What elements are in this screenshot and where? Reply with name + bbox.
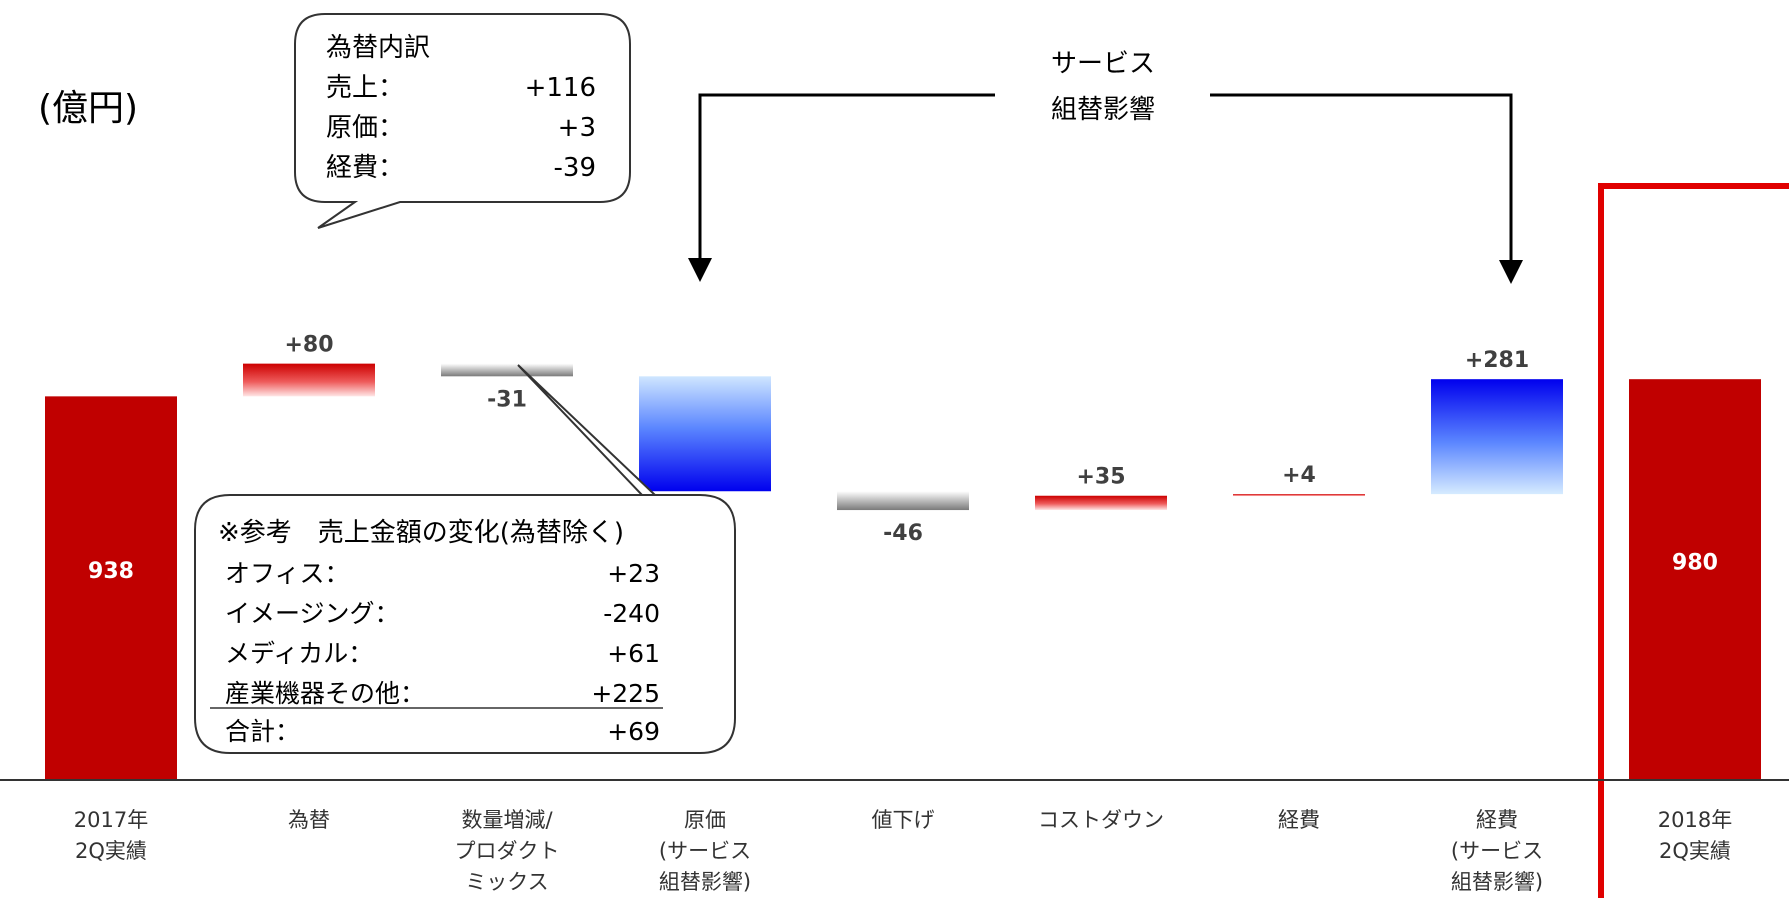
fx-row-value-2: -39	[554, 153, 596, 183]
category-label-0-1: 2Q実績	[75, 839, 147, 863]
bar-2	[441, 363, 573, 377]
bar-7	[1431, 379, 1563, 495]
category-label-3-1: (サービス	[659, 839, 751, 863]
value-label-4: -46	[883, 521, 923, 546]
category-label-7-1: (サービス	[1451, 839, 1543, 863]
category-label-8-1: 2Q実績	[1659, 839, 1731, 863]
category-label-6-0: 経費	[1278, 808, 1320, 832]
unit-label: (億円)	[38, 88, 138, 129]
fx-callout-title: 為替内訳	[326, 33, 430, 63]
fx-row-label-1: 原価：	[326, 113, 404, 143]
highlight-frame	[1598, 183, 1789, 898]
sales-callout-rows: オフィス： +23 イメージング： -240 メディカル： +61 産業機器その他： +225	[225, 559, 660, 708]
bar-5	[1035, 495, 1167, 511]
service-note-line2: 組替影響	[1051, 95, 1155, 125]
bar-4	[837, 491, 969, 511]
category-label-2-2: ミックス	[465, 870, 548, 894]
sales-row-label-1: イメージング：	[225, 599, 400, 628]
category-label-7-0: 経費	[1476, 808, 1518, 832]
value-label-2: -31	[487, 387, 527, 412]
value-label-7: +281	[1465, 348, 1529, 373]
value-label-5: +35	[1076, 465, 1125, 490]
sales-callout-title: ※参考 売上金額の変化(為替除く)	[218, 518, 624, 548]
sales-row-value-1: -240	[603, 599, 660, 628]
value-label-1: +80	[284, 333, 333, 358]
bar-1	[243, 363, 375, 397]
fx-row-value-0: +116	[525, 73, 596, 103]
sales-row-label-3: 産業機器その他：	[225, 679, 425, 708]
sales-row-label-2: メディカル：	[225, 639, 373, 668]
category-label-1-0: 為替	[288, 808, 330, 832]
sales-total-label: 合計：	[225, 717, 300, 746]
sales-row-label-0: オフィス：	[225, 559, 350, 588]
sales-row-value-0: +23	[607, 559, 660, 588]
value-label-8: 980	[1672, 551, 1718, 576]
category-label-2-1: プロダクト	[455, 839, 560, 863]
service-note-line1: サービス	[1051, 49, 1155, 79]
sales-callout-bubble	[194, 364, 736, 754]
category-label-0-0: 2017年	[74, 808, 148, 832]
value-label-6: +4	[1282, 463, 1316, 488]
category-label-4-0: 値下げ	[872, 808, 935, 832]
category-label-7-2: 組替影響)	[1451, 870, 1543, 894]
bar-3	[639, 376, 771, 492]
bar-6	[1233, 494, 1365, 497]
fx-callout-rows: 売上： +116 原価： +3 経費： -39	[326, 73, 596, 183]
sales-total-value: +69	[607, 717, 660, 746]
value-label-0: 938	[88, 559, 134, 584]
category-label-8-0: 2018年	[1658, 808, 1732, 832]
bar-8	[1629, 379, 1761, 780]
service-arrow-left	[688, 93, 995, 282]
category-label-2-0: 数量増減/	[461, 808, 553, 832]
service-arrow-right	[1210, 93, 1523, 284]
sales-row-value-2: +61	[607, 639, 660, 668]
sales-row-value-3: +225	[591, 679, 660, 708]
category-label-3-2: 組替影響)	[659, 870, 751, 894]
category-label-5-0: コストダウン	[1038, 808, 1164, 832]
category-label-3-0: 原価	[684, 808, 726, 832]
fx-row-value-1: +3	[558, 113, 596, 143]
bars-group	[45, 363, 1761, 780]
fx-callout-bubble	[294, 13, 631, 229]
bar-0	[45, 396, 177, 780]
fx-row-label-2: 経費：	[326, 153, 404, 183]
fx-row-label-0: 売上：	[326, 73, 404, 103]
